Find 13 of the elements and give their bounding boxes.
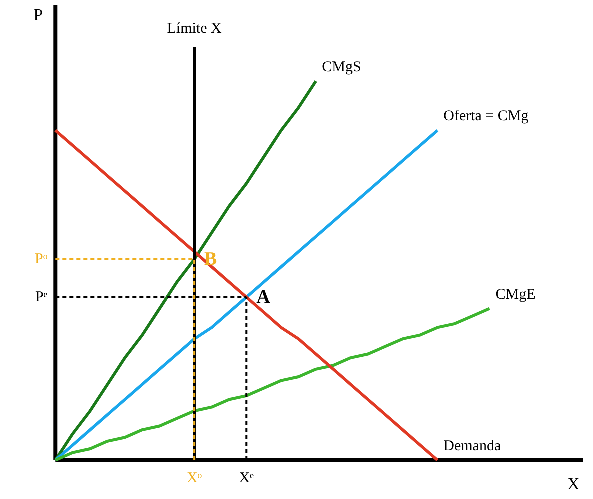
series-label: Oferta = CMg — [444, 108, 530, 125]
text: Pᵒ — [34, 251, 48, 268]
series-label: Demanda — [444, 438, 502, 454]
annotation: A — [256, 286, 271, 308]
x-axis-title: X — [568, 474, 580, 494]
y-axis-title: P — [34, 6, 44, 24]
series-label: CMgE — [496, 286, 536, 303]
x-tick-label: Xᵉ — [239, 470, 254, 486]
text: Pᵉ — [35, 289, 48, 306]
x-tick-label: Xᵒ — [186, 470, 203, 486]
annotation: B — [204, 248, 218, 270]
ref-line-label: Límite X — [167, 21, 222, 38]
series-label: CMgS — [322, 59, 362, 76]
